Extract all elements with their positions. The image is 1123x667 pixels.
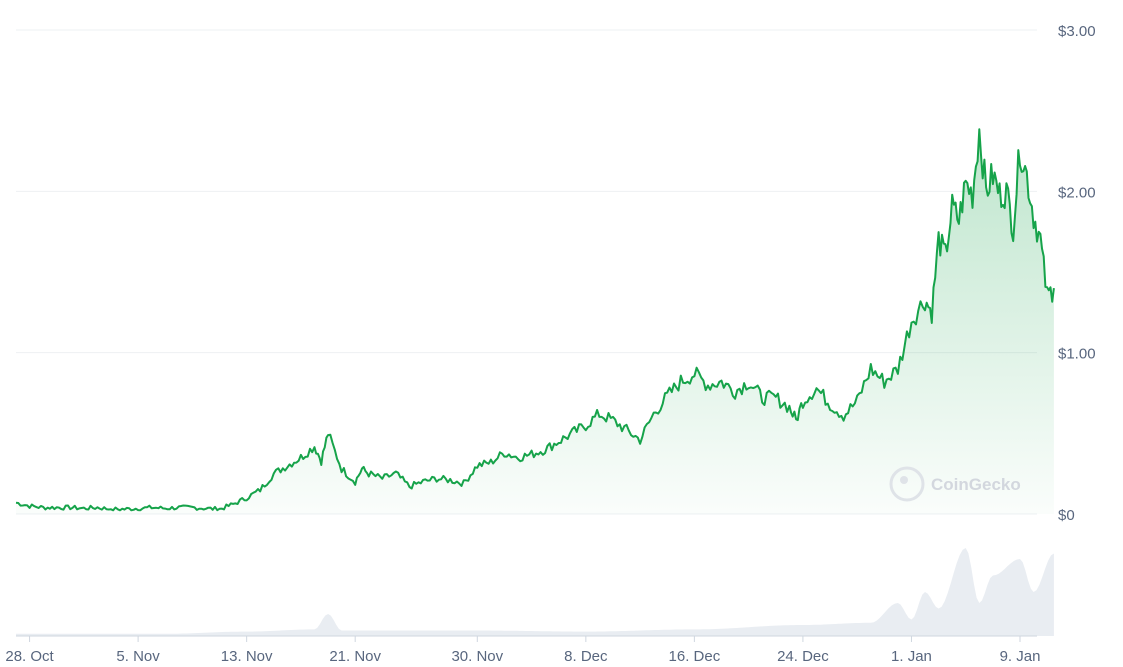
volume-area xyxy=(16,548,1054,636)
y-axis-labels: $0 $1.00 $2.00 $3.00 xyxy=(1058,23,1096,524)
price-area xyxy=(16,129,1054,515)
y-tick-label: $1.00 xyxy=(1058,346,1096,363)
x-tick-label: 13. Nov xyxy=(221,648,273,665)
price-area-fill xyxy=(16,129,1054,515)
x-tick-label: 5. Nov xyxy=(116,648,160,665)
x-tick-label: 21. Nov xyxy=(329,648,381,665)
coingecko-watermark: CoinGecko xyxy=(889,466,1021,502)
price-series-line xyxy=(15,128,1055,512)
y-tick-label: $3.00 xyxy=(1058,23,1096,40)
x-tick-label: 24. Dec xyxy=(777,648,829,665)
y-tick-label: $0 xyxy=(1058,507,1075,524)
volume-area-fill xyxy=(16,548,1054,636)
y-tick-label: $2.00 xyxy=(1058,184,1096,201)
coingecko-logo-icon xyxy=(889,466,925,502)
x-tick-label: 8. Dec xyxy=(564,648,608,665)
x-tick-label: 9. Jan xyxy=(1000,648,1041,665)
x-tick-label: 16. Dec xyxy=(669,648,721,665)
x-tick-label: 30. Nov xyxy=(451,648,503,665)
x-tick-label: 1. Jan xyxy=(891,648,932,665)
x-tick-label: 28. Oct xyxy=(5,648,54,665)
x-axis: 28. Oct 5. Nov 13. Nov 21. Nov 30. Nov 8. Dec… xyxy=(5,635,1041,665)
watermark-text: CoinGecko xyxy=(931,475,1021,494)
price-line xyxy=(15,128,1055,512)
